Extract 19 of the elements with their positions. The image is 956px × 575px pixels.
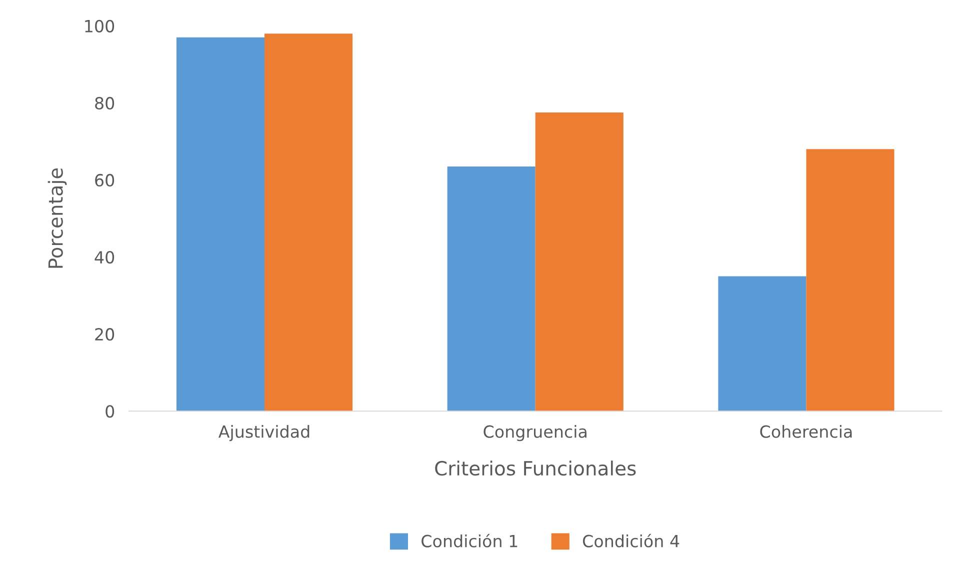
bar	[535, 112, 624, 412]
y-tick-label: 60	[95, 174, 114, 187]
legend-label: Condición 4	[582, 534, 680, 548]
y-tick-label: 40	[94, 250, 114, 264]
y-tick-label: 80	[95, 96, 114, 110]
y-tick-label: 20	[95, 328, 114, 341]
bar	[718, 276, 806, 412]
bar	[176, 37, 264, 412]
x-tick-label: Ajustividad	[218, 425, 310, 442]
x-axis-title: Criterios Funcionales	[435, 460, 636, 476]
x-tick-label: Coherencia	[760, 425, 852, 438]
bar	[806, 149, 894, 412]
y-tick-label: 0	[106, 405, 114, 418]
bar	[264, 34, 353, 412]
legend-label: Condición 1	[422, 534, 518, 548]
y-tick-label: 100	[85, 20, 114, 32]
y-axis-title: Porcentaje	[48, 168, 67, 268]
x-tick-label: Congruencia	[484, 425, 586, 442]
bar	[447, 166, 536, 412]
